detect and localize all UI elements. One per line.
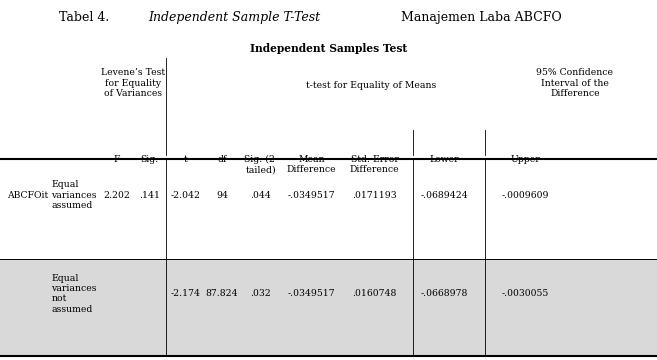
Bar bbox=[0, 260, 657, 356]
Text: -2.042: -2.042 bbox=[170, 191, 200, 199]
Text: -.0009609: -.0009609 bbox=[502, 191, 549, 199]
Bar bbox=[0, 160, 657, 259]
Text: Equal
variances
not
assumed: Equal variances not assumed bbox=[51, 274, 97, 314]
Text: Independent Sample T-Test: Independent Sample T-Test bbox=[148, 11, 320, 24]
Text: Equal
variances
assumed: Equal variances assumed bbox=[51, 180, 97, 210]
Text: Sig. (2-
tailed): Sig. (2- tailed) bbox=[244, 155, 278, 174]
Text: Independent Samples Test: Independent Samples Test bbox=[250, 43, 407, 54]
Text: 2.202: 2.202 bbox=[104, 191, 130, 199]
Text: -2.174: -2.174 bbox=[170, 289, 200, 298]
Text: Std. Error
Difference: Std. Error Difference bbox=[350, 155, 399, 174]
Text: 95% Confidence
Interval of the
Difference: 95% Confidence Interval of the Differenc… bbox=[536, 68, 614, 98]
Text: .032: .032 bbox=[250, 289, 271, 298]
Text: Upper: Upper bbox=[510, 155, 541, 164]
Text: 87.824: 87.824 bbox=[206, 289, 238, 298]
Text: .0160748: .0160748 bbox=[352, 289, 397, 298]
Text: .141: .141 bbox=[139, 191, 160, 199]
Text: ABCFOit: ABCFOit bbox=[7, 191, 48, 199]
Text: t-test for Equality of Means: t-test for Equality of Means bbox=[306, 81, 436, 90]
Text: Tabel 4.: Tabel 4. bbox=[59, 11, 114, 24]
Text: t: t bbox=[183, 155, 187, 164]
Text: Manajemen Laba ABCFO: Manajemen Laba ABCFO bbox=[397, 11, 562, 24]
Text: -.0030055: -.0030055 bbox=[502, 289, 549, 298]
Text: -.0349517: -.0349517 bbox=[288, 191, 335, 199]
Text: -.0349517: -.0349517 bbox=[288, 289, 335, 298]
Text: Levene’s Test
for Equality
of Variances: Levene’s Test for Equality of Variances bbox=[101, 68, 166, 98]
Text: .044: .044 bbox=[250, 191, 271, 199]
Text: Lower: Lower bbox=[429, 155, 459, 164]
Text: -.0668978: -.0668978 bbox=[420, 289, 468, 298]
Text: 94: 94 bbox=[216, 191, 228, 199]
Text: df: df bbox=[217, 155, 227, 164]
Text: .0171193: .0171193 bbox=[352, 191, 397, 199]
Text: Sig.: Sig. bbox=[141, 155, 159, 164]
Text: Mean
Difference: Mean Difference bbox=[286, 155, 336, 174]
Text: F: F bbox=[114, 155, 120, 164]
Text: -.0689424: -.0689424 bbox=[420, 191, 468, 199]
